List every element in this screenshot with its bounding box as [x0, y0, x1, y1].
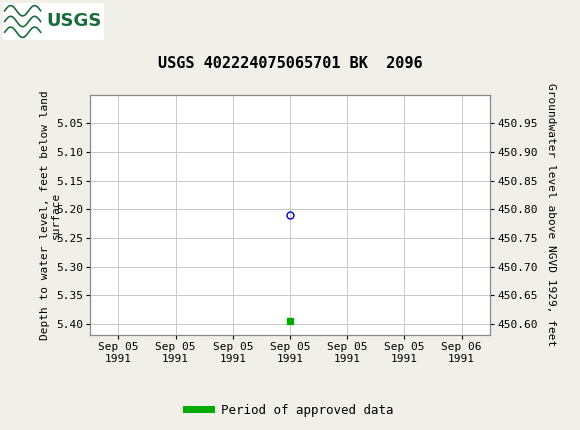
Text: USGS 402224075065701 BK  2096: USGS 402224075065701 BK 2096 — [158, 56, 422, 71]
Bar — [3, 3, 104, 40]
Legend: Period of approved data: Period of approved data — [181, 399, 399, 421]
Y-axis label: Depth to water level, feet below land
surface: Depth to water level, feet below land su… — [39, 90, 61, 340]
Y-axis label: Groundwater level above NGVD 1929, feet: Groundwater level above NGVD 1929, feet — [546, 83, 556, 347]
Text: USGS: USGS — [46, 12, 102, 31]
